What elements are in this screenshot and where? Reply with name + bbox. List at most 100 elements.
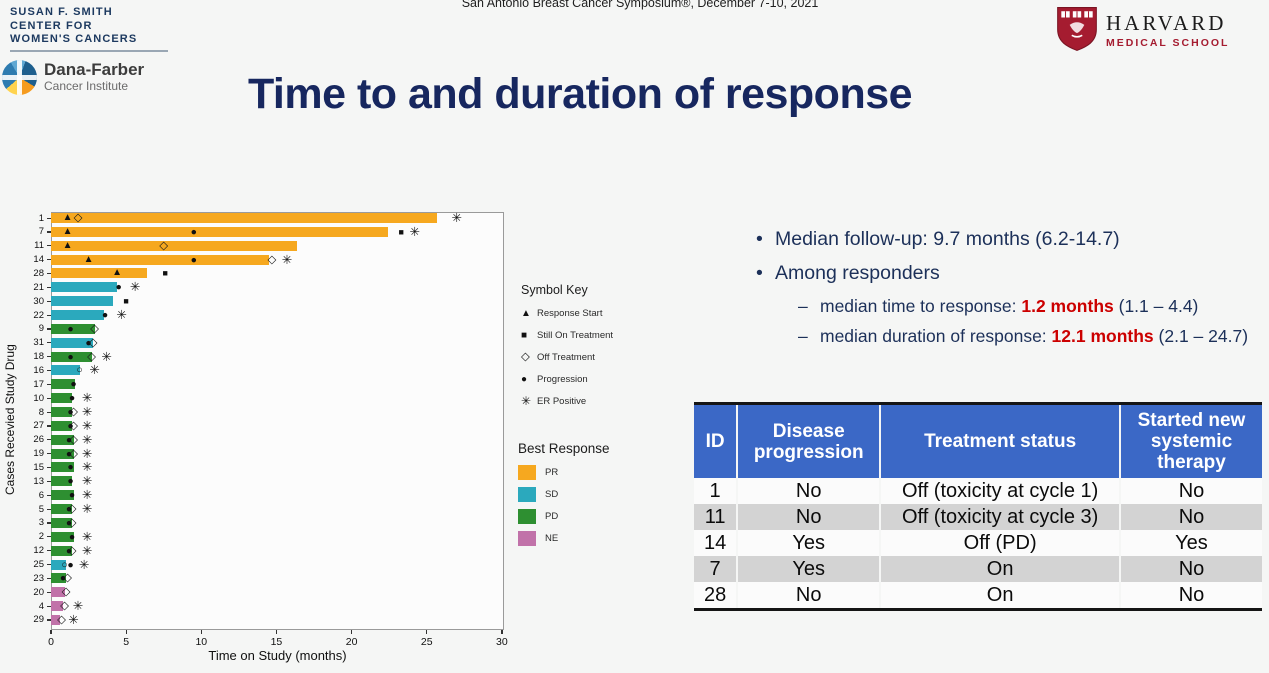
case-id-label: 12: [33, 545, 44, 557]
response-color-swatch: [518, 487, 536, 502]
case-id-label: 8: [38, 406, 44, 418]
symbol-key-item: ● Progression: [521, 374, 613, 385]
sub1-value: 1.2 months: [1021, 296, 1114, 316]
smith-center-line: CENTER FOR: [10, 19, 93, 32]
case-id-label: 20: [33, 586, 44, 598]
case-id-label: 7: [38, 226, 44, 238]
case-id-label: 27: [33, 420, 44, 432]
case-id-label: 15: [33, 461, 44, 473]
table-cell: 14: [703, 532, 727, 554]
case-id-label: 14: [33, 254, 44, 266]
case-id-label: 17: [33, 378, 44, 390]
y-tick: [47, 259, 51, 261]
sub2-prefix: median duration of response:: [820, 326, 1052, 346]
harvard-logo: HARVARD MEDICAL SCHOOL: [1056, 6, 1229, 52]
table-cell: 7: [709, 558, 721, 580]
case-id-label: 1: [38, 212, 44, 224]
table-header-cell: ID: [694, 403, 738, 478]
dana-farber-subtitle: Cancer Institute: [44, 79, 129, 93]
sub-bullet-duration-of-response: median duration of response: 12.1 months…: [742, 326, 1267, 347]
symbol-key-items: ▲ Response Start ■ Still On Treatment ◇ Off T…: [521, 308, 613, 407]
y-tick: [47, 272, 51, 275]
x-tick: [125, 630, 127, 634]
y-tick: [47, 383, 51, 385]
case-id-label: 28: [33, 267, 44, 279]
best-response-label: PD: [545, 511, 559, 522]
swimmer-bar: [51, 587, 65, 598]
sub2-suffix: (2.1 – 24.7): [1153, 326, 1249, 346]
swimmer-bar: [51, 504, 73, 515]
y-tick: [47, 577, 51, 580]
table-cell: No: [1118, 582, 1262, 610]
table-cell: No: [736, 504, 881, 530]
table-cell: Off (PD): [879, 530, 1120, 556]
swimmer-bar: [51, 393, 73, 404]
case-id-label: 19: [33, 448, 44, 460]
table-header-cell: Disease progression: [736, 403, 881, 478]
x-tick: [50, 630, 52, 634]
y-tick: [47, 314, 51, 316]
y-tick: [47, 480, 51, 483]
swimmer-bar: [51, 517, 73, 528]
swimmer-bar: [51, 268, 148, 279]
summary-table: ID Disease progression Treatment status Sta…: [694, 402, 1262, 611]
x-tick: [200, 630, 202, 634]
symbol-key-label: ER Positive: [537, 396, 587, 407]
sub1-prefix: median time to response:: [820, 296, 1022, 316]
swimmer-bar: [51, 559, 67, 570]
table-row: 11 No Off (toxicity at cycle 3) No: [694, 504, 1262, 530]
harvard-shield-icon: [1057, 7, 1097, 51]
y-tick: [47, 508, 51, 510]
y-tick: [47, 425, 51, 427]
off-treatment-legend-icon: ◇: [521, 351, 530, 363]
y-tick: [47, 466, 51, 469]
progression-legend-icon: ●: [521, 374, 528, 385]
dana-farber-logo: Dana-Farber Cancer Institute: [2, 60, 144, 95]
x-tick: [275, 630, 278, 634]
symbol-key-label: Still On Treatment: [537, 330, 614, 341]
swimmer-bar: [51, 296, 113, 307]
swimmer-bar: [51, 407, 73, 418]
dana-farber-mark-icon: [2, 60, 37, 95]
case-id-label: 4: [38, 600, 44, 612]
swimmer-bar: [51, 490, 74, 501]
y-tick: [47, 286, 51, 288]
best-response-items: PR SD PD NE: [518, 465, 610, 546]
table-cell: No: [1118, 478, 1262, 504]
best-response-item: PD: [518, 509, 610, 524]
swimmer-bar: [51, 379, 76, 390]
table-header-cell: Started new systemic therapy: [1118, 403, 1262, 478]
y-tick: [47, 245, 51, 247]
y-tick: [47, 342, 51, 344]
case-id-label: 10: [33, 392, 44, 404]
table-row: 28 No On No: [694, 582, 1262, 610]
swimmer-bar: [51, 282, 118, 293]
x-tick-label: 25: [420, 636, 433, 648]
swimmer-bar: [51, 254, 269, 265]
swimmer-bar: [51, 434, 74, 445]
plot-frame: [51, 212, 504, 630]
swimmer-bar: [51, 448, 74, 459]
sub-bullet-time-to-response: median time to response: 1.2 months (1.1…: [742, 296, 1267, 317]
y-tick: [47, 494, 51, 496]
case-id-label: 31: [33, 337, 44, 349]
case-id-label: 11: [34, 240, 44, 252]
smith-center-line: WOMEN'S CANCERS: [10, 33, 138, 45]
y-tick: [47, 356, 51, 358]
x-tick-label: 0: [48, 636, 54, 648]
best-response-item: PR: [518, 465, 610, 480]
table-cell: No: [1118, 556, 1262, 582]
summary-table-body: 1 No Off (toxicity at cycle 1) No 11 No Off (t…: [694, 478, 1262, 610]
table-cell: On: [879, 556, 1120, 582]
harvard-name: HARVARD: [1106, 11, 1227, 35]
smith-center-divider: [10, 50, 168, 52]
x-tick-label: 5: [123, 636, 130, 648]
table-cell: Yes: [736, 556, 881, 582]
table-cell: 1: [709, 480, 721, 502]
case-id-label: 21: [33, 281, 44, 293]
y-tick: [47, 564, 51, 566]
y-tick: [47, 397, 51, 399]
swimmer-bar: [51, 240, 298, 251]
